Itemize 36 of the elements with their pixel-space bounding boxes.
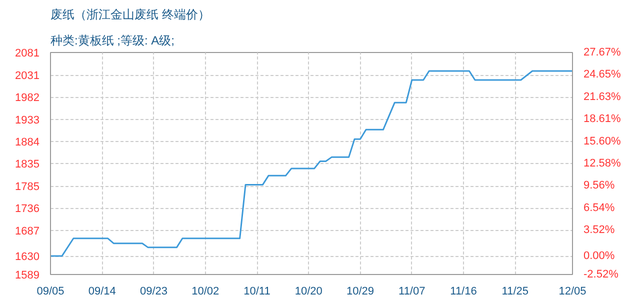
x-tick-label: 11/25 [502,286,528,298]
x-tick-label: 10/11 [244,286,270,298]
x-tick-label: 10/02 [192,286,220,298]
y-tick-label: 2031 [15,70,40,82]
chart-subtitle: 种类:黄板纸 ;等级: A级; [50,34,175,48]
y2-tick-label: 12.58% [584,157,622,170]
chart-title: 废纸（浙江金山废纸 终端价） [50,8,210,22]
y2-tick-label: 9.56% [584,180,615,192]
y2-tick-label: 27.67% [584,46,622,58]
x-tick-label: 10/20 [294,286,322,298]
x-tick-label: 09/14 [88,286,116,298]
y2-tick-label: 0.00% [584,250,615,262]
y-tick-label: 1835 [15,158,40,170]
y2-tick-label: 18.61% [584,113,622,126]
x-tick-label: 10/29 [346,286,374,298]
y-tick-label: 1884 [15,136,40,148]
y-tick-label: 1589 [15,270,40,282]
x-tick-label: 11/07 [398,286,426,298]
y2-tick-label: 3.52% [584,224,615,236]
y-tick-label: 1785 [15,181,40,194]
x-tick-label: 09/05 [36,286,64,298]
y2-tick-label: -2.52% [584,268,619,280]
x-tick-label: 12/05 [558,286,586,298]
y-tick-label: 1736 [15,203,40,216]
x-tick-label: 11/16 [450,286,477,298]
y-tick-label: 2081 [15,48,40,60]
y-tick-label: 1982 [15,92,40,104]
y-tick-label: 1687 [15,225,40,238]
y-tick-label: 1933 [15,114,40,126]
y2-tick-label: 15.60% [584,135,622,148]
line-series [50,70,572,257]
x-tick-label: 09/23 [140,286,168,298]
y2-tick-label: 6.54% [584,202,615,214]
y-tick-label: 1630 [15,251,40,263]
y2-tick-label: 21.63% [584,90,622,103]
y2-tick-label: 24.65% [584,68,622,81]
